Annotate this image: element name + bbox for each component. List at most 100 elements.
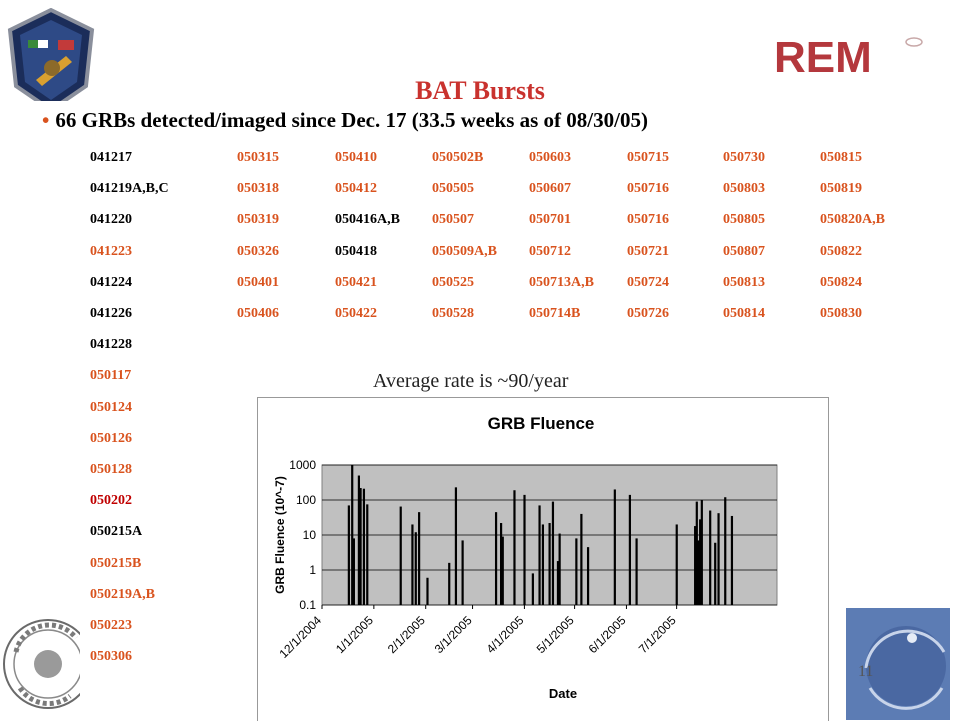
grb-id-cell: 050819 xyxy=(820,181,862,197)
mission-patch-logo xyxy=(7,8,95,113)
grb-id-cell: 050830 xyxy=(820,306,862,321)
bar xyxy=(558,533,561,605)
bar xyxy=(635,538,638,605)
bar xyxy=(347,505,350,605)
y-tick-label: 1 xyxy=(309,563,316,577)
chart-title: GRB Fluence xyxy=(488,414,595,433)
bar xyxy=(697,540,700,605)
x-tick-label: 5/1/2005 xyxy=(534,613,577,656)
grb-id-cell: 050726 xyxy=(627,306,669,321)
x-axis-label: Date xyxy=(549,686,577,701)
bar xyxy=(695,501,698,605)
grb-id-cell: 050401 xyxy=(237,274,279,290)
grb-id-cell: 050215B xyxy=(90,555,142,571)
grb-id-cell: 050813 xyxy=(723,274,765,290)
bar xyxy=(714,542,717,605)
grb-id-cell: 041220 xyxy=(90,212,132,228)
bar xyxy=(556,561,560,605)
bar xyxy=(730,515,734,605)
grb-id-cell: 050712 xyxy=(529,243,571,259)
grb-id-cell: 050315 xyxy=(237,150,279,165)
bar xyxy=(717,513,720,605)
page-number: 11 xyxy=(858,663,874,680)
grb-id-cell: 041224 xyxy=(90,274,132,290)
y-tick-label: 10 xyxy=(303,528,317,542)
grb-id-cell: 041217 xyxy=(90,150,132,165)
bar xyxy=(700,500,703,605)
grb-id-cell: 050202 xyxy=(90,493,132,509)
grb-id-cell: 050124 xyxy=(90,399,132,415)
x-tick-label: 4/1/2005 xyxy=(484,613,527,656)
rem-logo-text: REM xyxy=(774,33,872,82)
bar xyxy=(426,577,429,605)
grb-id-cell: 050418 xyxy=(335,243,377,259)
grb-id-cell: 050416A,B xyxy=(335,212,400,228)
grb-id-cell: 050805 xyxy=(723,212,765,228)
grb-id-cell: 050525 xyxy=(432,274,474,290)
bar xyxy=(613,489,616,605)
bar xyxy=(724,497,727,605)
bar xyxy=(551,501,555,605)
bar xyxy=(352,538,355,605)
grb-id-cell: 050128 xyxy=(90,462,132,477)
grb-id-cell: 050820A,B xyxy=(820,212,885,228)
y-tick-label: 0.1 xyxy=(299,598,316,612)
grb-id-cell: 041228 xyxy=(90,337,132,353)
grb-id-cell: 050223 xyxy=(90,618,132,633)
bar xyxy=(448,562,451,605)
grb-id-cell: 041223 xyxy=(90,243,132,259)
grb-id-cell: 050421 xyxy=(335,274,377,290)
grb-id-cell: 050306 xyxy=(90,649,132,665)
x-tick-label: 12/1/2004 xyxy=(276,613,324,661)
grb-id-cell: 050713A,B xyxy=(529,274,594,290)
grb-id-cell: 050721 xyxy=(627,243,669,259)
grb-id-cell: 050507 xyxy=(432,212,474,228)
grb-id-cell: 050807 xyxy=(723,243,765,259)
grb-id-cell: 050406 xyxy=(237,306,279,321)
bar xyxy=(461,540,464,605)
rem-logo: REM xyxy=(774,33,923,82)
average-rate-text: Average rate is ~90/year xyxy=(373,370,569,392)
grb-id-cell: 050607 xyxy=(529,181,571,197)
grb-id-cell: 050319 xyxy=(237,212,279,228)
bar xyxy=(494,512,498,605)
grb-id-cell: 050603 xyxy=(529,150,571,165)
bar xyxy=(628,494,631,605)
bar xyxy=(414,532,417,605)
bar xyxy=(694,526,697,605)
y-axis-label: GRB Fluence (10^-7) xyxy=(273,476,287,594)
grb-id-cell: 050714B xyxy=(529,306,581,321)
bar xyxy=(523,494,526,605)
bar xyxy=(362,488,366,605)
grb-id-cell: 050815 xyxy=(820,150,862,165)
grb-id-cell: 050505 xyxy=(432,181,474,197)
grb-id-cell: 050126 xyxy=(90,430,132,446)
bar xyxy=(501,536,504,605)
bar xyxy=(359,488,362,605)
grb-fluence-chart: GRB Fluence 1000 100 10 1 0.112/1/2004 1/1/200… xyxy=(273,414,778,701)
bar xyxy=(418,512,421,605)
grb-id-cell: 050716 xyxy=(627,212,669,228)
bar xyxy=(586,547,590,605)
grb-id-cell: 041219A,B,C xyxy=(90,181,169,197)
grb-id-cell: 050814 xyxy=(723,306,765,321)
grb-id-cell: 050701 xyxy=(529,212,571,228)
bar xyxy=(411,524,414,605)
headline-bullet: • 66 GRBs detected/imaged since Dec. 17 (… xyxy=(42,108,648,133)
slide-title: BAT Bursts xyxy=(415,76,545,105)
grb-id-cell: 050822 xyxy=(820,243,862,259)
bar xyxy=(351,465,354,605)
x-tick-label: 3/1/2005 xyxy=(432,613,475,656)
grb-id-cell: 050219A,B xyxy=(90,586,155,602)
y-tick-label: 100 xyxy=(296,493,316,507)
bar xyxy=(575,538,578,605)
grb-id-cell: 050215A xyxy=(90,524,143,540)
x-tick-label: 6/1/2005 xyxy=(586,613,629,656)
grb-id-cell: 050412 xyxy=(335,181,377,197)
chart-container: GRB Fluence 1000 100 10 1 0.1 12/1/2004 1/1/200… xyxy=(257,397,829,721)
grb-id-cell: 050824 xyxy=(820,274,862,290)
y-tick-label: 1000 xyxy=(289,458,316,472)
bar xyxy=(538,505,541,605)
bar xyxy=(357,475,361,605)
grb-id-cell: 050117 xyxy=(90,368,132,384)
